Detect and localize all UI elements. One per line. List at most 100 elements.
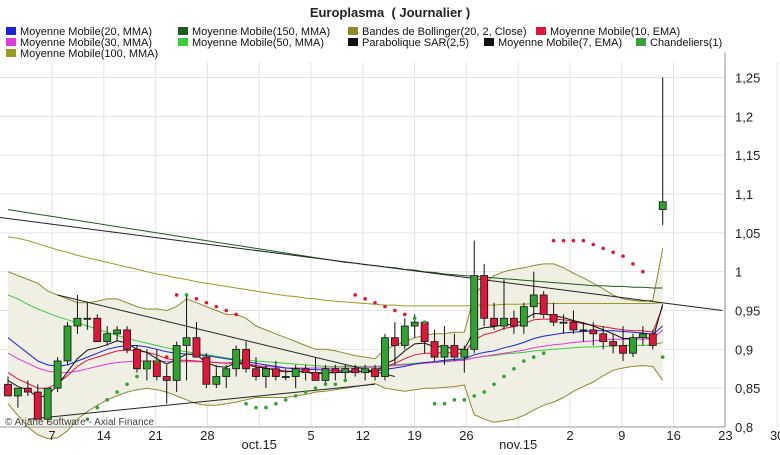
x-tick-label: nov.15 bbox=[499, 437, 537, 452]
legend-item: Moyenne Mobile(50, MMA) bbox=[178, 38, 324, 49]
candle-body bbox=[619, 345, 627, 354]
sar-dot bbox=[105, 398, 109, 402]
legend-item: Moyenne Mobile(100, MMA) bbox=[6, 49, 158, 60]
candle-body bbox=[510, 317, 518, 327]
sar-dot bbox=[403, 312, 407, 317]
sar-dot bbox=[581, 238, 586, 243]
candle-body bbox=[182, 337, 191, 346]
sar-dot bbox=[343, 378, 348, 383]
sar-dot bbox=[135, 374, 139, 379]
bollinger-lower-line bbox=[7, 365, 664, 440]
candle-body bbox=[450, 345, 459, 358]
sar-dot bbox=[373, 300, 377, 305]
candle-body bbox=[351, 368, 360, 374]
candle-body bbox=[569, 321, 578, 331]
copyright-text: © Arjane Software - Axial Finance bbox=[5, 417, 155, 428]
candle-body bbox=[390, 337, 399, 346]
candle-body bbox=[301, 368, 310, 374]
candle-body bbox=[609, 341, 618, 346]
sar-dot bbox=[631, 262, 635, 266]
sar-dot bbox=[412, 316, 417, 321]
candle-body bbox=[113, 329, 122, 335]
candle-body bbox=[63, 325, 72, 362]
candle-body bbox=[23, 387, 32, 393]
sar-dot bbox=[502, 374, 506, 379]
candle-body bbox=[14, 387, 22, 397]
sar-dot bbox=[393, 308, 397, 313]
candle-body bbox=[93, 317, 102, 342]
sar-dot bbox=[244, 401, 248, 406]
candle-body bbox=[212, 376, 221, 385]
candle-body bbox=[152, 360, 161, 377]
y-tick-label: 1,05 bbox=[735, 226, 760, 241]
legend-label: Chandeliers(1) bbox=[650, 37, 723, 49]
legend-label: Moyenne Mobile(30, MMA) bbox=[20, 37, 153, 49]
sar-dot bbox=[561, 238, 566, 243]
sar-dot bbox=[641, 269, 645, 274]
trend-line bbox=[57, 294, 395, 378]
candle-body bbox=[192, 337, 201, 358]
candle-body bbox=[321, 368, 330, 381]
candle-body bbox=[440, 345, 449, 358]
candle-body bbox=[658, 201, 667, 210]
y-tick-label: 1,2 bbox=[735, 109, 753, 124]
candle-body bbox=[430, 341, 439, 358]
candle-body bbox=[202, 356, 211, 385]
candle-body bbox=[599, 333, 608, 342]
candle-body bbox=[539, 294, 548, 315]
y-tick-label: 0,9 bbox=[735, 342, 753, 357]
x-tick-label: 7 bbox=[48, 428, 55, 443]
candle-body bbox=[222, 368, 231, 377]
x-tick-label: 26 bbox=[459, 428, 473, 443]
legend-swatch bbox=[178, 27, 188, 35]
candle-body bbox=[410, 321, 419, 327]
candle-body bbox=[311, 372, 320, 381]
candle-body bbox=[470, 275, 479, 350]
candle-body bbox=[589, 329, 598, 335]
candle-body bbox=[291, 368, 300, 377]
sar-dot bbox=[214, 304, 219, 309]
candle-body bbox=[420, 321, 429, 342]
legend-item: Parabolique SAR(2,5) bbox=[348, 38, 469, 49]
candle-body bbox=[519, 306, 528, 327]
candle-body bbox=[133, 348, 141, 370]
legend-item: Moyenne Mobile(150, MMA) bbox=[178, 27, 330, 38]
x-tick-label: 23 bbox=[718, 428, 732, 443]
candle-body bbox=[281, 376, 290, 378]
candle-body bbox=[242, 348, 250, 370]
legend-swatch bbox=[6, 27, 16, 35]
chart-title: Europlasma ( Journalier ) bbox=[309, 5, 471, 20]
legend-swatch bbox=[348, 27, 358, 35]
sar-dot bbox=[432, 401, 437, 406]
x-tick-label: 19 bbox=[407, 428, 421, 443]
sar-dot bbox=[125, 382, 129, 387]
candle-body bbox=[648, 333, 657, 346]
y-tick-label: 1,1 bbox=[735, 187, 753, 202]
sar-dot bbox=[293, 394, 298, 398]
sar-dot bbox=[204, 300, 209, 305]
sar-dot bbox=[611, 250, 615, 255]
sar-dot bbox=[224, 308, 229, 313]
candle-body bbox=[4, 383, 12, 397]
sar-dot bbox=[174, 293, 179, 297]
sar-dot bbox=[551, 238, 556, 243]
x-tick-label: 2 bbox=[566, 428, 573, 443]
candle-body bbox=[381, 337, 389, 377]
trend-line bbox=[27, 383, 376, 420]
sar-dot bbox=[333, 382, 338, 387]
y-tick-label: 1,25 bbox=[735, 71, 760, 86]
candle-body bbox=[529, 294, 538, 308]
sar-dot bbox=[571, 238, 576, 243]
sar-dot bbox=[264, 405, 268, 410]
sar-dot bbox=[145, 366, 149, 371]
legend-swatch bbox=[536, 27, 546, 35]
sar-dot bbox=[591, 242, 596, 247]
y-tick-label: 1,15 bbox=[735, 148, 760, 163]
candle-body bbox=[361, 368, 370, 374]
candle-body bbox=[331, 368, 340, 374]
sar-dot bbox=[363, 297, 367, 301]
sar-dot bbox=[115, 390, 119, 394]
x-tick-label: 21 bbox=[148, 428, 162, 443]
